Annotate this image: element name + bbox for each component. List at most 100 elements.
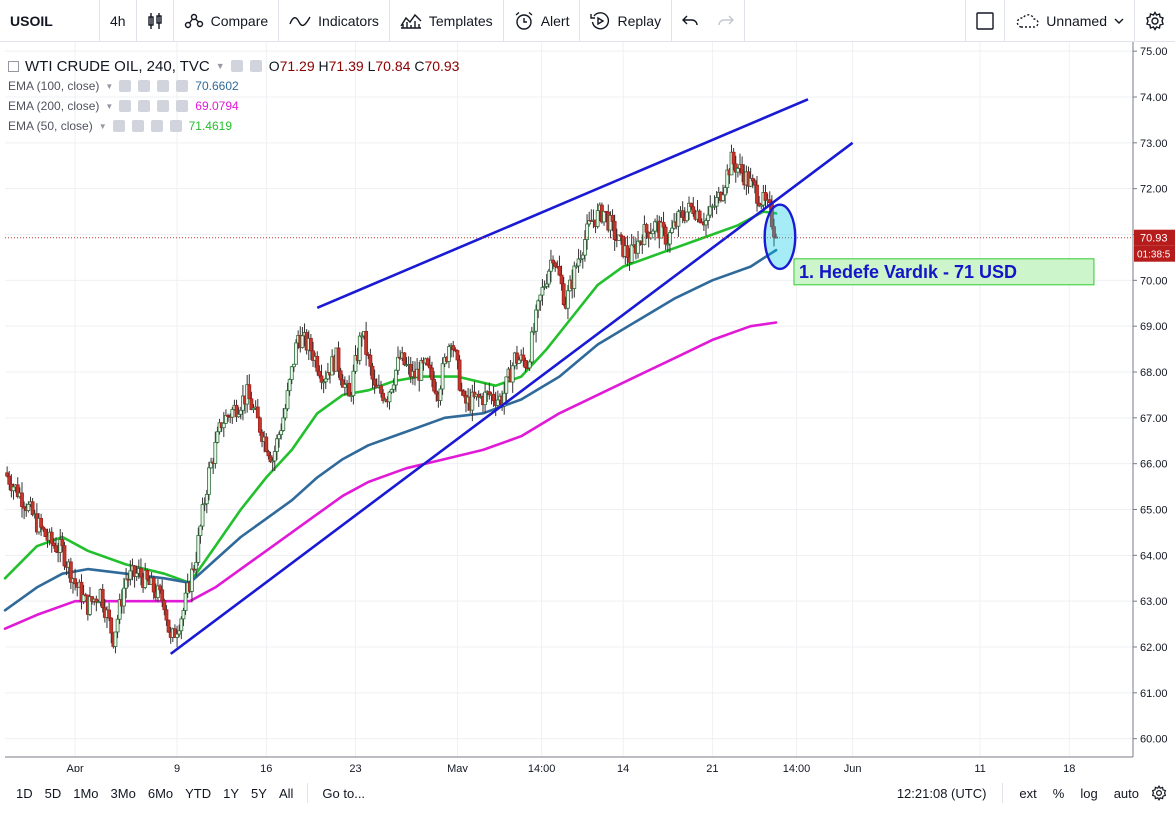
- redo-button[interactable]: [708, 0, 746, 42]
- candle-body: [51, 542, 56, 547]
- eye-icon[interactable]: [112, 120, 125, 132]
- compare-button[interactable]: Compare: [174, 0, 280, 42]
- dropdown-arrow-icon[interactable]: ▼: [105, 101, 114, 111]
- replay-button[interactable]: Replay: [580, 0, 673, 42]
- candle-body: [580, 254, 585, 260]
- ohlc-open-label: O: [268, 58, 280, 74]
- indicators-button[interactable]: Indicators: [279, 0, 390, 42]
- eye-icon[interactable]: [119, 80, 132, 92]
- candle-body: [221, 422, 226, 429]
- price-tick-label: 75.00: [1140, 46, 1168, 58]
- interval-button[interactable]: 4h: [100, 0, 137, 42]
- ohlc-close-label: C: [414, 58, 425, 74]
- alert-button[interactable]: Alert: [504, 0, 581, 42]
- fullscreen-button[interactable]: [965, 0, 1004, 42]
- price-chart[interactable]: 60.00 61.00 62.00 63.00 64.00 65.00 66.00 67.00…: [0, 42, 1175, 772]
- candle-body: [200, 504, 205, 527]
- candle-body: [544, 283, 549, 287]
- candle-body: [665, 243, 670, 246]
- utc-clock[interactable]: 12:21:08 (UTC): [896, 785, 987, 801]
- ohlc-high: 71.39: [328, 58, 364, 74]
- candle-body: [20, 492, 24, 507]
- candle-body: [602, 210, 606, 223]
- dropdown-arrow-icon[interactable]: ▼: [98, 121, 107, 131]
- candle-body: [349, 395, 354, 398]
- range-button-5y[interactable]: 5Y: [251, 785, 267, 801]
- candle-body: [432, 379, 437, 392]
- close-icon[interactable]: [176, 100, 189, 112]
- ext-toggle[interactable]: ext: [1019, 785, 1037, 801]
- countdown-value: 01:38:5: [1137, 250, 1171, 261]
- price-chart-area[interactable]: 60.00 61.00 62.00 63.00 64.00 65.00 66.00 67.00…: [0, 42, 1175, 772]
- range-button-1d[interactable]: 1D: [16, 785, 33, 801]
- candle-body: [487, 391, 492, 396]
- candle-body: [311, 350, 315, 361]
- log-toggle[interactable]: log: [1080, 785, 1098, 801]
- settings-icon[interactable]: [249, 60, 262, 72]
- percent-toggle[interactable]: %: [1052, 785, 1065, 801]
- candle-body: [644, 224, 649, 233]
- range-button-6mo[interactable]: 6Mo: [147, 785, 174, 801]
- plus-icon[interactable]: [157, 80, 170, 92]
- templates-button[interactable]: Templates: [390, 0, 504, 42]
- ohlc-values: O71.29 H71.39 L70.84 C70.93: [269, 58, 460, 74]
- plus-icon[interactable]: [157, 100, 170, 112]
- dropdown-arrow-icon[interactable]: ▼: [105, 81, 114, 91]
- candle-body: [370, 365, 375, 380]
- plus-icon[interactable]: [150, 120, 163, 132]
- price-tick-label: 60.00: [1140, 734, 1168, 746]
- candle-body: [440, 363, 445, 390]
- candle-body: [342, 384, 347, 388]
- eye-icon[interactable]: [230, 60, 243, 72]
- candle-body: [115, 618, 120, 633]
- settings-icon[interactable]: [131, 120, 144, 132]
- range-button-1y[interactable]: 1Y: [223, 785, 240, 801]
- settings-icon[interactable]: [138, 80, 151, 92]
- square-icon: [976, 11, 994, 30]
- eye-icon[interactable]: [119, 100, 132, 112]
- chart-style-button[interactable]: [137, 0, 174, 42]
- dropdown-arrow-icon[interactable]: ▼: [215, 61, 225, 71]
- collapse-icon[interactable]: [8, 60, 19, 72]
- compare-label: Compare: [210, 12, 269, 29]
- candle-body: [11, 486, 16, 492]
- range-button-ytd[interactable]: YTD: [185, 785, 212, 801]
- top-toolbar: USOIL 4h Compare Indicators Templates Al…: [0, 0, 1175, 42]
- templates-label: Templates: [428, 12, 493, 29]
- candle-body: [368, 354, 373, 367]
- range-button-5d[interactable]: 5D: [44, 785, 62, 801]
- price-tick-label: 68.00: [1140, 367, 1168, 379]
- range-button-all[interactable]: All: [278, 785, 294, 801]
- candle-body: [447, 346, 451, 362]
- candle-body: [461, 390, 466, 396]
- range-button-3mo[interactable]: 3Mo: [110, 785, 136, 801]
- candle-body: [249, 398, 254, 410]
- symbol-search[interactable]: USOIL: [0, 0, 100, 42]
- settings-icon[interactable]: [138, 100, 151, 112]
- candle-body: [532, 330, 536, 333]
- candle-body: [491, 393, 496, 402]
- price-tick-label: 66.00: [1140, 459, 1168, 471]
- candle-body: [689, 202, 694, 208]
- candle-body: [427, 364, 432, 369]
- candle-body: [139, 568, 143, 578]
- range-button-1mo[interactable]: 1Mo: [73, 785, 99, 801]
- candle-body: [122, 587, 126, 607]
- close-icon[interactable]: [176, 80, 189, 92]
- goto-button[interactable]: Go to...: [322, 785, 366, 801]
- candle-body: [389, 388, 394, 393]
- layout-button[interactable]: Unnamed: [1004, 0, 1134, 42]
- candle-body: [62, 545, 67, 567]
- candle-body: [381, 392, 386, 402]
- candle-body: [79, 581, 84, 602]
- candle-body: [321, 381, 326, 384]
- settings-button[interactable]: [1134, 0, 1175, 42]
- undo-button[interactable]: [672, 0, 708, 42]
- price-tick-label: 69.00: [1140, 321, 1168, 333]
- candle-body: [684, 211, 689, 222]
- candle-body: [529, 331, 534, 363]
- settings-icon[interactable]: [1151, 785, 1167, 801]
- auto-toggle[interactable]: auto: [1113, 785, 1139, 801]
- close-icon[interactable]: [169, 120, 182, 132]
- candle-body: [708, 205, 713, 216]
